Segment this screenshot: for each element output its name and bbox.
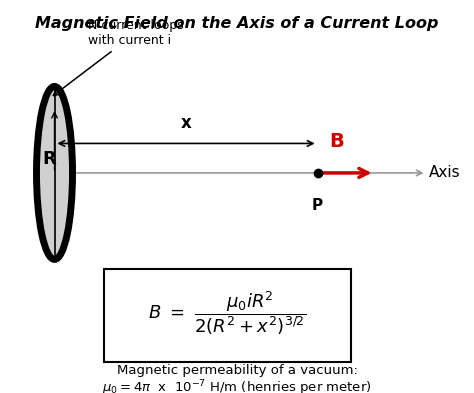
Text: Axis: Axis [429, 165, 461, 180]
Text: R: R [42, 150, 56, 168]
Text: Magnetic permeability of a vacuum:: Magnetic permeability of a vacuum: [117, 364, 357, 376]
Text: N current loops
with current i: N current loops with current i [54, 19, 183, 95]
Ellipse shape [36, 86, 73, 259]
Text: B: B [329, 132, 344, 151]
Text: P: P [312, 198, 323, 213]
Text: $B\ =\ \dfrac{\mu_0 i R^2}{2(R^2+x^2)^{3/2}}$: $B\ =\ \dfrac{\mu_0 i R^2}{2(R^2+x^2)^{3… [148, 290, 307, 337]
FancyBboxPatch shape [104, 269, 351, 362]
Text: x: x [181, 114, 191, 132]
Text: $\mu_0 = 4\pi$  x  $10^{-7}$ H/m (henries per meter): $\mu_0 = 4\pi$ x $10^{-7}$ H/m (henries … [102, 378, 372, 393]
Text: Magnetic Field on the Axis of a Current Loop: Magnetic Field on the Axis of a Current … [35, 16, 439, 31]
